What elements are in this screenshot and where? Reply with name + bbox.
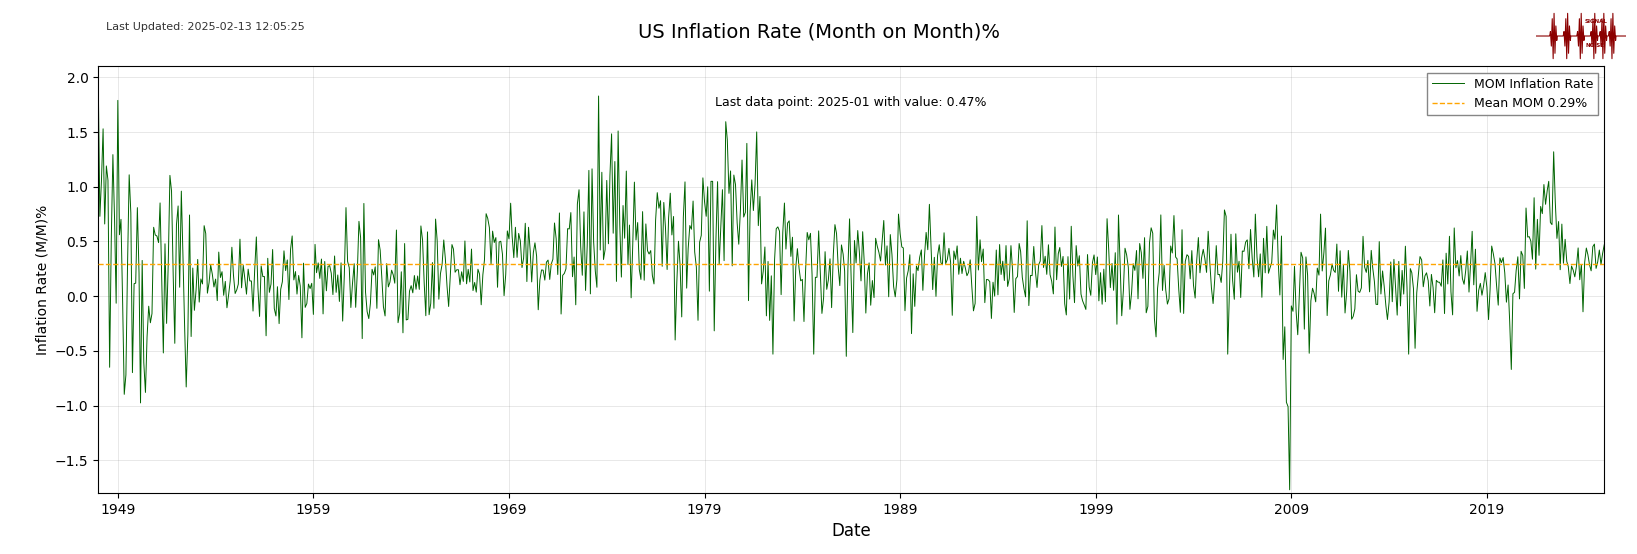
Text: Last data point: 2025-01 with value: 0.47%: Last data point: 2025-01 with value: 0.4… bbox=[715, 96, 987, 109]
Mean MOM 0.29% bbox=[519, 261, 539, 268]
X-axis label: Date: Date bbox=[832, 522, 871, 540]
Text: NOISE: NOISE bbox=[1585, 44, 1604, 49]
Text: Last Updated: 2025-02-13 12:05:25: Last Updated: 2025-02-13 12:05:25 bbox=[106, 22, 304, 32]
Line: MOM Inflation Rate: MOM Inflation Rate bbox=[98, 80, 1604, 490]
Text: US Inflation Rate (Month on Month)%: US Inflation Rate (Month on Month)% bbox=[637, 22, 1000, 41]
Mean MOM 0.29% bbox=[519, 261, 539, 268]
Text: SIGNAL: SIGNAL bbox=[1585, 19, 1608, 24]
Y-axis label: Inflation Rate (M/M)%: Inflation Rate (M/M)% bbox=[36, 204, 49, 355]
Legend: MOM Inflation Rate, Mean MOM 0.29%: MOM Inflation Rate, Mean MOM 0.29% bbox=[1427, 73, 1598, 115]
